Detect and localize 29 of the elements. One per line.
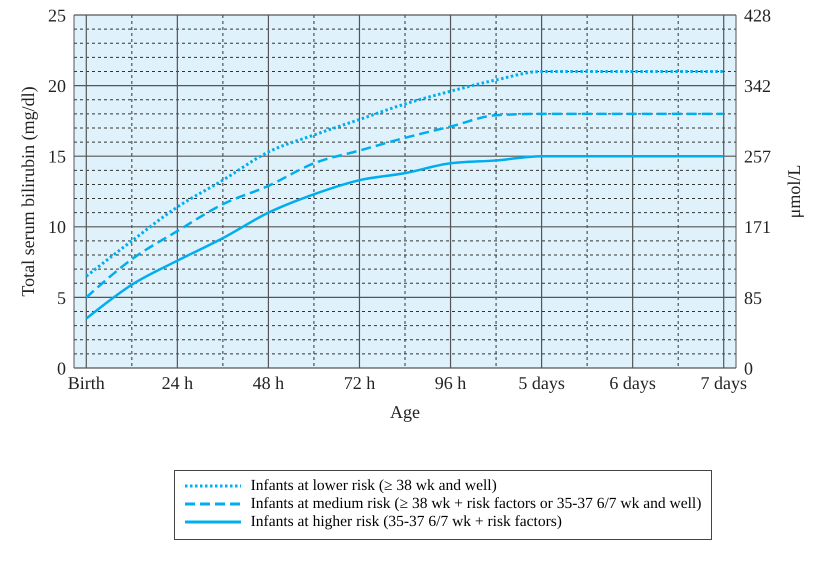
legend-label: Infants at medium risk (≥ 38 wk + risk factors or 35-37 6/7 wk and well) [250, 495, 702, 513]
x-tick-label: 72 h [344, 372, 376, 393]
x-tick-label: 48 h [252, 372, 284, 393]
line-series [85, 154, 725, 320]
y-axis-title: Total serum bilirubin (mg/dl) [18, 86, 38, 297]
y2-tick-label: 342 [744, 76, 771, 96]
x-tick-label: 96 h [434, 372, 466, 393]
y-tick-label: 15 [48, 146, 66, 167]
y-tick-label: 10 [48, 217, 66, 238]
y-tick-label: 0 [57, 358, 66, 378]
x-tick-label: Birth [68, 372, 105, 393]
x-tick-label: 5 days [518, 372, 565, 393]
legend-label: Infants at higher risk (35-37 6/7 wk + risk factors) [250, 513, 562, 531]
y-tick-label: 25 [48, 5, 66, 26]
y2-tick-label: 171 [744, 217, 771, 238]
line-series [84, 70, 726, 278]
y-tick-label: 5 [57, 288, 66, 308]
y2-axis-title: μmol/L [784, 164, 804, 218]
y2-tick-label: 85 [744, 288, 762, 308]
line-series [85, 112, 725, 299]
y2-tick-label: 257 [744, 146, 771, 167]
y2-tick-label: 428 [744, 5, 771, 26]
x-tick-label: 7 days [700, 372, 747, 393]
y2-tick-label: 0 [744, 358, 753, 378]
y-tick-label: 20 [48, 76, 66, 96]
x-axis-title: Age [390, 402, 420, 422]
legend-label: Infants at lower risk (≥ 38 wk and well) [250, 477, 497, 495]
x-tick-label: 6 days [609, 372, 656, 393]
x-tick-label: 24 h [162, 372, 194, 393]
